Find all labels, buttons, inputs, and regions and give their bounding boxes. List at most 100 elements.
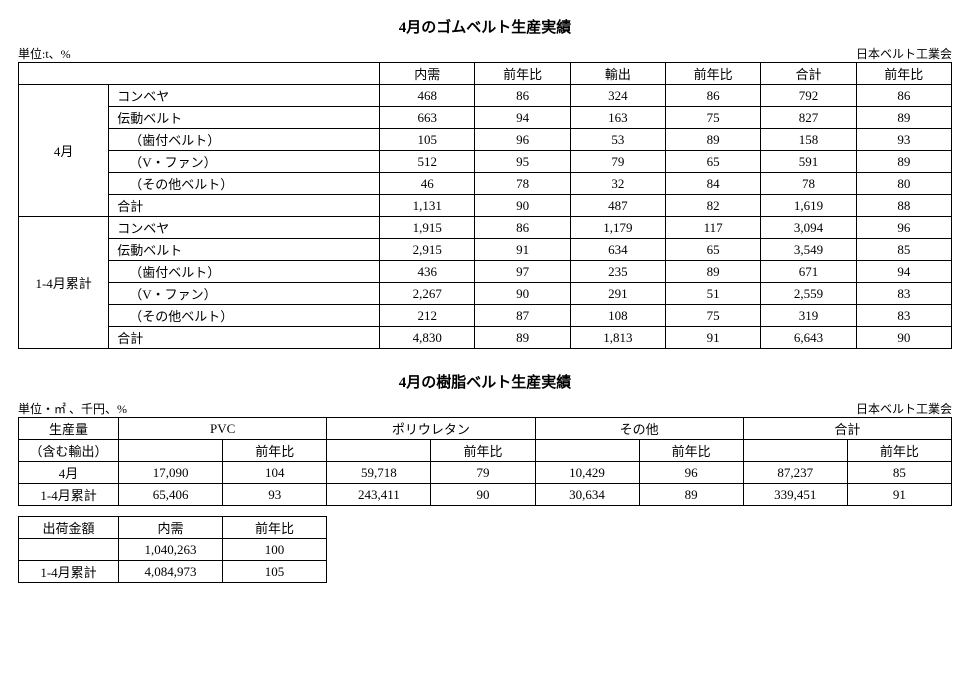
t1-cell: 90 (475, 195, 570, 217)
t1-cell: 89 (666, 261, 761, 283)
t1-cell: 158 (761, 129, 856, 151)
t1-cell: 163 (570, 107, 665, 129)
t1-cell: 86 (856, 85, 951, 107)
t1-row-label: 合計 (109, 327, 380, 349)
t2-sub-3: 前年比 (847, 440, 951, 462)
t2-cell: 339,451 (743, 484, 847, 506)
t1-cell: 3,549 (761, 239, 856, 261)
resin-belt-table: 生産量 PVC ポリウレタン その他 合計 （含む輸出） 前年比 前年比 前年比… (18, 417, 952, 506)
t1-row-label: （V・ファン） (109, 283, 380, 305)
t1-cell: 827 (761, 107, 856, 129)
t1-cell: 105 (380, 129, 475, 151)
t1-cell: 95 (475, 151, 570, 173)
t2-cell: 89 (639, 484, 743, 506)
t1-h5: 前年比 (856, 63, 951, 85)
t3-rowhdr: 出荷金額 (19, 517, 119, 539)
t2-cell: 17,090 (119, 462, 223, 484)
t1-row-label: （その他ベルト） (109, 173, 380, 195)
t1-cell: 1,915 (380, 217, 475, 239)
t1-cell: 89 (475, 327, 570, 349)
t1-cell: 88 (856, 195, 951, 217)
t2-blank-0 (119, 440, 223, 462)
t1-cell: 468 (380, 85, 475, 107)
table1-unit: 単位:t、% (18, 45, 71, 62)
t1-cell: 75 (666, 305, 761, 327)
t1-cell: 108 (570, 305, 665, 327)
t2-cell: 87,237 (743, 462, 847, 484)
t3-period: 1-4月累計 (19, 561, 119, 583)
t1-cell: 91 (666, 327, 761, 349)
t1-cell: 75 (666, 107, 761, 129)
t1-h0: 内需 (380, 63, 475, 85)
t1-cell: 319 (761, 305, 856, 327)
t2-cell: 90 (431, 484, 535, 506)
t1-cell: 235 (570, 261, 665, 283)
t1-h3: 前年比 (666, 63, 761, 85)
t2-rowhdr1: 生産量 (19, 418, 119, 440)
t1-cell: 436 (380, 261, 475, 283)
t2-cell: 85 (847, 462, 951, 484)
t1-cell: 83 (856, 305, 951, 327)
t1-cell: 1,619 (761, 195, 856, 217)
t3-cell: 105 (223, 561, 327, 583)
t1-cell: 663 (380, 107, 475, 129)
t1-cell: 792 (761, 85, 856, 107)
t1-cell: 6,643 (761, 327, 856, 349)
t2-cell: 93 (223, 484, 327, 506)
t1-h4: 合計 (761, 63, 856, 85)
t2-g2: その他 (535, 418, 743, 440)
t1-cell: 117 (666, 217, 761, 239)
t1-cell: 671 (761, 261, 856, 283)
t2-sub-2: 前年比 (639, 440, 743, 462)
t2-cell: 96 (639, 462, 743, 484)
t1-row-label: 伝動ベルト (109, 107, 380, 129)
t1-row-label: （V・ファン） (109, 151, 380, 173)
t2-cell: 79 (431, 462, 535, 484)
t1-cell: 291 (570, 283, 665, 305)
t1-cell: 51 (666, 283, 761, 305)
t2-cell: 91 (847, 484, 951, 506)
t3-period (19, 539, 119, 561)
table2-unit: 単位・㎡ 、千円、% (18, 400, 127, 417)
t3-cell: 100 (223, 539, 327, 561)
t1-cell: 2,559 (761, 283, 856, 305)
table1-source: 日本ベルト工業会 (856, 45, 952, 62)
t1-cell: 512 (380, 151, 475, 173)
t1-cell: 65 (666, 151, 761, 173)
t2-cell: 10,429 (535, 462, 639, 484)
t1-cell: 94 (475, 107, 570, 129)
t1-cell: 90 (475, 283, 570, 305)
t2-g1: ポリウレタン (327, 418, 535, 440)
t1-cell: 2,267 (380, 283, 475, 305)
t1-row-label: （その他ベルト） (109, 305, 380, 327)
t2-blank-1 (327, 440, 431, 462)
t2-period: 1-4月累計 (19, 484, 119, 506)
t2-cell: 104 (223, 462, 327, 484)
t1-cell: 86 (475, 217, 570, 239)
t1-cell: 32 (570, 173, 665, 195)
t1-cell: 89 (856, 151, 951, 173)
t1-row-label: 伝動ベルト (109, 239, 380, 261)
t1-cell: 86 (475, 85, 570, 107)
t1-cell: 87 (475, 305, 570, 327)
t2-g0: PVC (119, 418, 327, 440)
t1-cell: 93 (856, 129, 951, 151)
table1-title: 4月のゴムベルト生産実績 (18, 16, 952, 37)
t3-h1: 前年比 (223, 517, 327, 539)
t1-period: 4月 (19, 85, 109, 217)
t1-cell: 84 (666, 173, 761, 195)
table2-title: 4月の樹脂ベルト生産実績 (18, 371, 952, 392)
t1-cell: 2,915 (380, 239, 475, 261)
t1-cell: 3,094 (761, 217, 856, 239)
t1-cell: 97 (475, 261, 570, 283)
t1-cell: 94 (856, 261, 951, 283)
t2-cell: 65,406 (119, 484, 223, 506)
t1-blank-header (19, 63, 380, 85)
t1-row-label: （歯付ベルト） (109, 261, 380, 283)
t1-cell: 78 (761, 173, 856, 195)
t1-cell: 82 (666, 195, 761, 217)
t1-cell: 96 (856, 217, 951, 239)
t2-g3: 合計 (743, 418, 951, 440)
t1-h2: 輸出 (570, 63, 665, 85)
t1-cell: 65 (666, 239, 761, 261)
